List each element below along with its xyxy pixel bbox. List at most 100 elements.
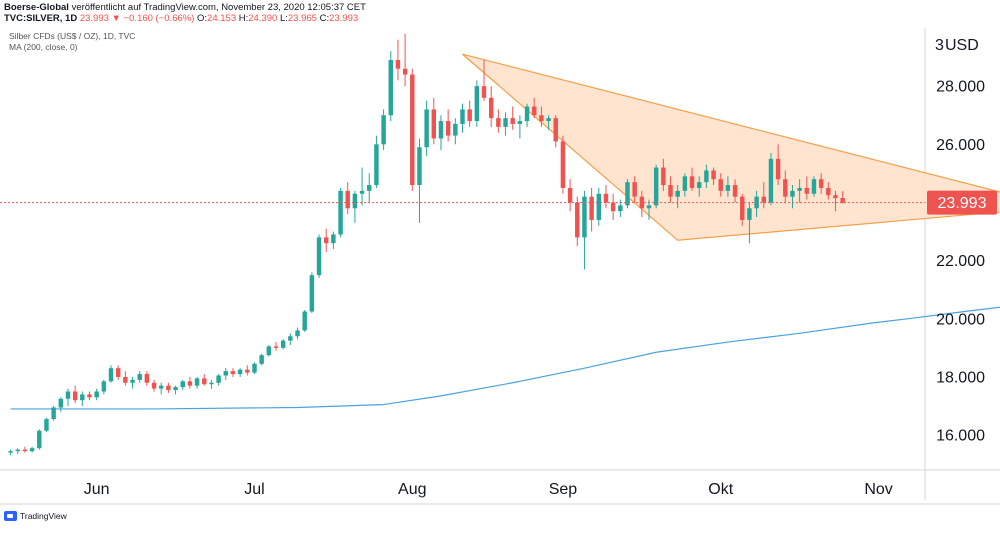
candle-body bbox=[496, 118, 500, 127]
candle-body bbox=[597, 194, 601, 220]
candle-body bbox=[188, 381, 192, 385]
candle-body bbox=[374, 144, 378, 185]
candle-body bbox=[152, 383, 156, 389]
candle-body bbox=[647, 205, 651, 208]
candle-body bbox=[683, 176, 687, 191]
candle bbox=[381, 109, 385, 150]
candle-body bbox=[80, 394, 84, 400]
candle bbox=[94, 389, 98, 401]
candle-body bbox=[446, 121, 450, 136]
candle-body bbox=[295, 330, 299, 336]
candle-body bbox=[353, 194, 357, 209]
candle bbox=[274, 342, 278, 351]
candle bbox=[231, 368, 235, 377]
candle-body bbox=[697, 182, 701, 188]
candle-body bbox=[532, 107, 536, 116]
candle bbox=[267, 345, 271, 357]
y-tick-label: 28.000 bbox=[936, 79, 985, 96]
candle bbox=[281, 339, 285, 349]
close-value: 23.993 bbox=[329, 13, 358, 24]
candle-body bbox=[776, 159, 780, 179]
currency-label: USD bbox=[945, 37, 979, 54]
candle bbox=[317, 234, 321, 278]
x-tick-label: Okt bbox=[708, 481, 733, 498]
candle-body bbox=[109, 368, 113, 381]
candle bbox=[410, 69, 414, 191]
ma-legend[interactable]: MA (200, close, 0) bbox=[9, 42, 78, 52]
candle bbox=[374, 136, 378, 188]
candle-body bbox=[166, 386, 170, 390]
tradingview-footer[interactable]: TradingView bbox=[4, 511, 67, 521]
y-tick-label: 22.000 bbox=[936, 253, 985, 270]
candle-body bbox=[704, 170, 708, 182]
candle bbox=[224, 368, 228, 380]
candle bbox=[575, 197, 579, 246]
y-tick-label: 20.000 bbox=[936, 311, 985, 328]
candle-body bbox=[389, 60, 393, 115]
x-tick-label: Aug bbox=[398, 481, 426, 498]
candle bbox=[295, 328, 299, 340]
candle bbox=[403, 34, 407, 86]
candle-body bbox=[489, 98, 493, 118]
candle-body bbox=[510, 118, 514, 124]
candle bbox=[102, 380, 106, 395]
candle-body bbox=[432, 109, 436, 138]
candle-body bbox=[123, 377, 127, 383]
candle-body bbox=[467, 109, 471, 121]
candle-body bbox=[396, 60, 400, 69]
candle-body bbox=[424, 109, 428, 147]
down-arrow-icon: ▼ bbox=[112, 13, 121, 24]
candle bbox=[503, 112, 507, 135]
candle-body bbox=[618, 205, 622, 211]
candle-body bbox=[331, 234, 335, 243]
candle bbox=[259, 354, 263, 366]
candle bbox=[496, 109, 500, 132]
candle bbox=[812, 176, 816, 196]
candle bbox=[769, 153, 773, 205]
candle-body bbox=[130, 380, 134, 383]
candle bbox=[310, 272, 314, 313]
candle-body bbox=[381, 115, 385, 144]
candle-body bbox=[475, 86, 479, 121]
candle bbox=[23, 447, 27, 453]
candle-body bbox=[690, 176, 694, 188]
candle bbox=[288, 333, 292, 345]
candle bbox=[525, 104, 529, 127]
candle bbox=[338, 188, 342, 237]
candle-body bbox=[59, 399, 63, 408]
candle-body bbox=[51, 407, 55, 419]
candle-body bbox=[403, 69, 407, 75]
x-tick-label: Sep bbox=[549, 481, 578, 498]
x-tick-label: Jul bbox=[244, 481, 264, 498]
candle-body bbox=[790, 191, 794, 197]
candle bbox=[367, 173, 371, 202]
candle-body bbox=[23, 450, 27, 451]
candle-body bbox=[360, 191, 364, 194]
candle bbox=[467, 101, 471, 127]
candle-body bbox=[181, 381, 185, 387]
candle-body bbox=[216, 375, 220, 382]
candle-body bbox=[159, 386, 163, 389]
candle-body bbox=[231, 371, 235, 374]
candle-body bbox=[410, 75, 414, 185]
candle-body bbox=[439, 121, 443, 138]
instrument-legend[interactable]: Silber CFDs (US$ / OZ), 1D, TVC bbox=[9, 31, 135, 41]
candle bbox=[604, 185, 608, 208]
candle bbox=[518, 115, 522, 138]
candle-body bbox=[346, 191, 350, 208]
candle bbox=[396, 40, 400, 81]
candle-body bbox=[747, 208, 751, 220]
candle-body bbox=[281, 341, 285, 348]
candle-body bbox=[819, 179, 823, 188]
candle-body bbox=[503, 118, 507, 127]
candle bbox=[439, 115, 443, 150]
candle bbox=[109, 365, 113, 382]
candle-body bbox=[769, 159, 773, 203]
candle-body bbox=[44, 419, 48, 431]
candle-body bbox=[338, 191, 342, 235]
candle bbox=[597, 188, 601, 226]
candle-body bbox=[554, 118, 558, 141]
symbol: TVC:SILVER, 1D bbox=[4, 13, 77, 24]
candle-body bbox=[840, 198, 844, 203]
